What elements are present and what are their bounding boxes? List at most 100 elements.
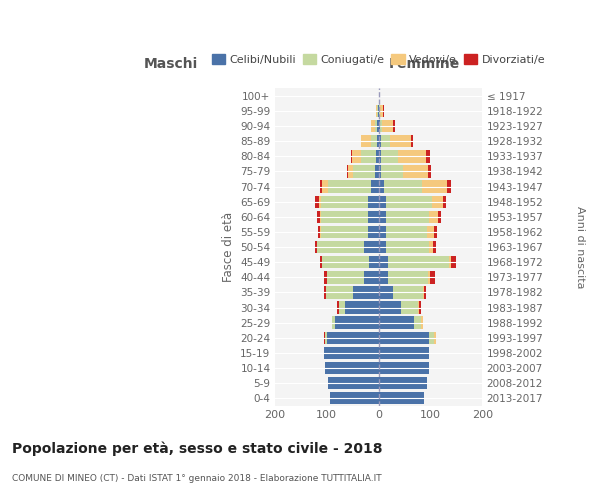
Bar (375, 166, 379, 177)
Bar (322, 180, 328, 193)
Bar (379, 346, 430, 359)
Bar (320, 256, 322, 268)
Bar (386, 241, 429, 254)
Bar (377, 120, 379, 132)
Bar (324, 346, 379, 359)
Bar (379, 302, 401, 314)
Bar (418, 302, 419, 314)
Bar (388, 256, 449, 268)
Bar (348, 166, 353, 177)
Bar (345, 302, 379, 314)
Bar (325, 332, 326, 344)
Bar (391, 135, 411, 147)
Bar (451, 256, 457, 268)
Bar (427, 226, 434, 238)
Bar (317, 210, 320, 223)
Bar (322, 226, 368, 238)
Bar (380, 120, 382, 132)
Bar (368, 196, 379, 208)
Bar (414, 316, 421, 329)
Bar (332, 316, 335, 329)
Bar (364, 271, 379, 283)
Bar (419, 302, 421, 314)
Bar (430, 271, 434, 283)
Text: Femmine: Femmine (389, 57, 460, 71)
Bar (314, 241, 317, 254)
Bar (429, 210, 438, 223)
Bar (325, 362, 379, 374)
Bar (352, 150, 361, 162)
Bar (368, 226, 379, 238)
Bar (398, 150, 426, 162)
Bar (322, 196, 368, 208)
Bar (338, 302, 345, 314)
Bar (380, 105, 383, 117)
Bar (411, 135, 413, 147)
Bar (326, 271, 364, 283)
Legend: Celibi/Nubili, Coniugati/e, Vedovi/e, Divorziati/e: Celibi/Nubili, Coniugati/e, Vedovi/e, Di… (208, 50, 550, 69)
Bar (428, 166, 431, 177)
Bar (379, 210, 386, 223)
Bar (424, 286, 426, 298)
Bar (379, 256, 388, 268)
Bar (320, 226, 322, 238)
Bar (392, 120, 395, 132)
Bar (337, 302, 338, 314)
Bar (326, 332, 379, 344)
Bar (361, 150, 376, 162)
Bar (393, 286, 423, 298)
Bar (381, 166, 403, 177)
Bar (381, 135, 391, 147)
Bar (335, 316, 379, 329)
Bar (386, 210, 429, 223)
Bar (381, 150, 398, 162)
Bar (325, 271, 326, 283)
Bar (379, 180, 384, 193)
Bar (379, 286, 393, 298)
Bar (430, 332, 434, 344)
Bar (322, 210, 368, 223)
Bar (379, 196, 386, 208)
Bar (322, 256, 369, 268)
Bar (371, 180, 379, 193)
Bar (422, 180, 446, 193)
Bar (383, 105, 384, 117)
Bar (379, 150, 381, 162)
Bar (446, 180, 451, 193)
Bar (379, 271, 388, 283)
Bar (403, 166, 428, 177)
Bar (428, 271, 430, 283)
Bar (361, 135, 371, 147)
Bar (325, 286, 326, 298)
Bar (379, 105, 380, 117)
Bar (434, 332, 436, 344)
Bar (318, 226, 320, 238)
Bar (353, 286, 379, 298)
Bar (328, 180, 371, 193)
Bar (371, 135, 377, 147)
Bar (379, 135, 381, 147)
Bar (386, 226, 427, 238)
Bar (421, 316, 423, 329)
Bar (379, 392, 424, 404)
Bar (353, 166, 375, 177)
Bar (315, 196, 319, 208)
Bar (433, 241, 436, 254)
Text: Popolazione per età, sesso e stato civile - 2018: Popolazione per età, sesso e stato civil… (12, 441, 383, 456)
Bar (371, 120, 375, 132)
Y-axis label: Fasce di età: Fasce di età (221, 212, 235, 282)
Bar (379, 316, 414, 329)
Bar (386, 196, 431, 208)
Bar (376, 150, 379, 162)
Bar (449, 256, 451, 268)
Bar (330, 392, 379, 404)
Bar (426, 150, 430, 162)
Bar (379, 332, 430, 344)
Bar (328, 377, 379, 390)
Bar (434, 226, 437, 238)
Bar (443, 196, 446, 208)
Bar (379, 362, 430, 374)
Bar (379, 377, 427, 390)
Bar (376, 105, 377, 117)
Bar (377, 135, 379, 147)
